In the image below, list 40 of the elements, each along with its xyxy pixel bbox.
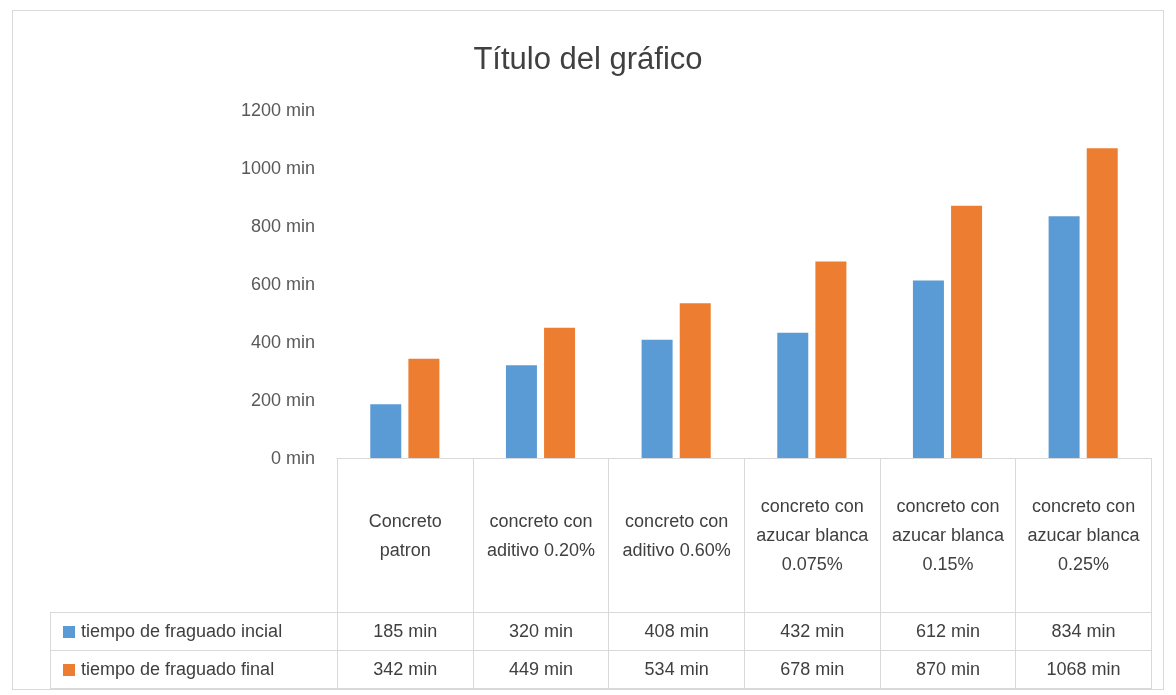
data-label: 612 min [880,612,1016,651]
x-tick-label: concreto con azucar blanca 0.25% [1015,458,1152,613]
data-label: 678 min [744,650,881,689]
y-tick-label: 600 min [250,274,315,294]
bar [679,303,711,458]
x-tick-label: concreto con aditivo 0.20% [473,458,609,613]
y-tick-label: 1200 min [240,100,315,120]
data-label: 449 min [473,650,609,689]
bar [912,280,944,458]
bar [370,404,402,458]
y-tick-label: 800 min [250,216,315,236]
y-tick-label: 400 min [250,332,315,352]
y-tick-label: 200 min [250,390,315,410]
data-label: 534 min [608,650,745,689]
data-label: 1068 min [1015,650,1152,689]
bar [1048,216,1080,458]
data-label: 870 min [880,650,1016,689]
x-tick-label: concreto con aditivo 0.60% [608,458,745,613]
x-tick-label: Concreto patron [337,458,474,613]
bar [815,261,847,458]
y-tick-label: 0 min [270,448,315,468]
x-tick-label: concreto con azucar blanca 0.15% [880,458,1016,613]
data-label: 432 min [744,612,881,651]
data-label: 834 min [1015,612,1152,651]
bar [777,332,809,458]
data-label: 408 min [608,612,745,651]
y-tick-label: 1000 min [240,158,315,178]
legend-label: tiempo de fraguado incial [50,612,338,651]
x-tick-label: concreto con azucar blanca 0.075% [744,458,881,613]
chart-title: Título del gráfico [473,41,703,76]
bar [408,358,440,458]
bar [505,365,537,458]
bar [1086,148,1118,458]
bar [641,339,673,458]
bar [951,205,983,458]
legend-label: tiempo de fraguado final [50,650,338,689]
data-label: 320 min [473,612,609,651]
data-label: 342 min [337,650,474,689]
bar [544,327,576,458]
data-label: 185 min [337,612,474,651]
